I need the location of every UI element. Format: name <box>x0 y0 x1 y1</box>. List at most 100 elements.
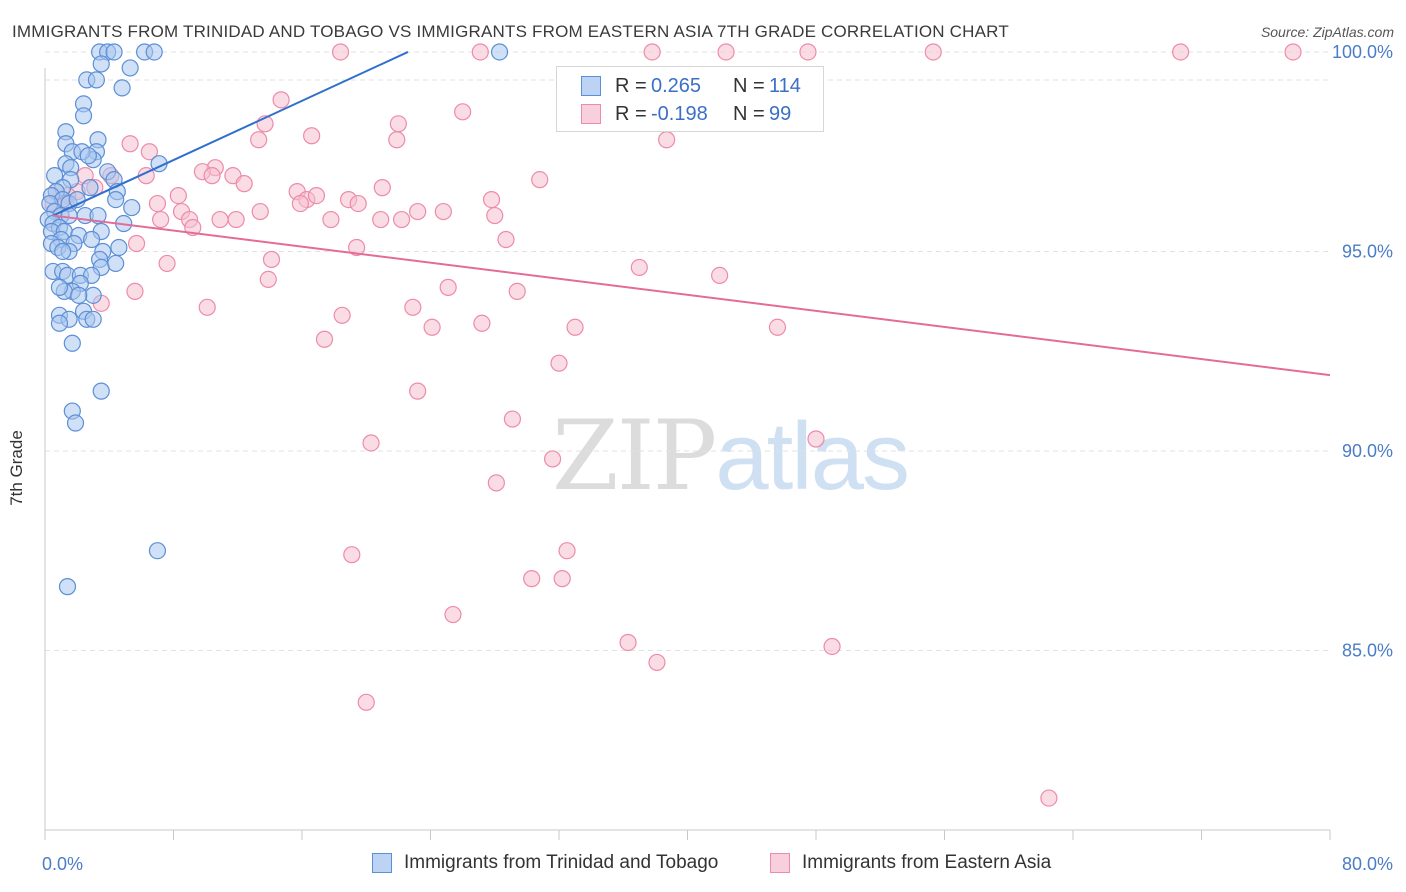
eastern-asia-point <box>799 43 817 61</box>
eastern-asia-point <box>619 633 637 652</box>
trinidad-point <box>92 382 110 400</box>
trinidad-point <box>113 79 131 97</box>
eastern-asia-point <box>362 434 380 452</box>
eastern-asia-point <box>373 179 391 197</box>
eastern-asia-point <box>251 202 269 221</box>
eastern-asia-point <box>550 354 568 372</box>
eastern-asia-point <box>434 202 452 221</box>
trinidad-point <box>107 190 125 209</box>
bottom-legend-trinidad: Immigrants from Trinidad and Tobago <box>372 852 718 874</box>
eastern-asia-point <box>348 238 366 257</box>
eastern-asia-point <box>1284 43 1302 61</box>
bottom-legend-label: Immigrants from Trinidad and Tobago <box>404 852 719 873</box>
eastern-asia-point <box>372 210 390 229</box>
eastern-asia-point <box>148 194 167 213</box>
x-tick-label: 80.0% <box>1342 854 1393 874</box>
eastern-asia-point <box>169 187 187 205</box>
eastern-asia-point <box>497 230 515 249</box>
trinidad-point <box>82 230 101 249</box>
trinidad-point <box>50 278 69 296</box>
trinidad-point <box>110 238 128 257</box>
trinidad-point <box>74 107 93 125</box>
trinidad-point <box>50 314 69 332</box>
eastern-asia-point <box>389 115 407 133</box>
legend-n-label: N = <box>733 74 765 97</box>
trinidad-point <box>145 43 163 61</box>
eastern-asia-trend-line <box>52 214 1331 377</box>
eastern-asia-point <box>303 127 321 145</box>
eastern-asia-point <box>409 202 427 221</box>
legend-n-value: 99 <box>769 102 792 125</box>
source-label: Source: ZipAtlas.com <box>1260 24 1394 40</box>
trinidad-point <box>81 179 99 197</box>
legend-row-trinidad: R = 0.265 N = 114 <box>581 73 801 99</box>
trinidad-point <box>490 43 509 61</box>
eastern-asia-point <box>553 570 571 588</box>
y-tick-label: 95.0% <box>1342 241 1393 261</box>
eastern-asia-point <box>333 306 351 324</box>
eastern-asia-point <box>203 167 221 185</box>
trinidad-point <box>84 286 102 304</box>
legend-r-label: R = <box>615 102 647 125</box>
y-tick-label: 90.0% <box>1342 441 1393 461</box>
trinidad-point <box>121 59 139 77</box>
trinidad-trend-line <box>52 51 409 217</box>
eastern-asia-point <box>343 546 361 564</box>
eastern-asia-point <box>531 171 549 189</box>
stats-legend: R = 0.265 N = 114 R = -0.198 N = 99 <box>556 66 824 132</box>
eastern-asia-point <box>409 382 427 400</box>
eastern-asia-point <box>471 43 489 61</box>
eastern-asia-point <box>454 103 472 121</box>
bottom-legend-eastern-asia: Immigrants from Eastern Asia <box>770 852 1051 874</box>
eastern-asia-point <box>423 318 441 336</box>
eastern-asia-point <box>558 542 576 560</box>
watermark-atlas: atlas <box>715 403 910 510</box>
trinidad-point <box>70 286 88 304</box>
eastern-asia-point <box>1040 789 1058 807</box>
eastern-asia-point <box>127 234 146 253</box>
bottom-legend-swatch-pink <box>770 853 790 873</box>
legend-n-label: N = <box>733 102 765 125</box>
bottom-legend-label: Immigrants from Eastern Asia <box>802 852 1052 873</box>
eastern-asia-point <box>482 190 501 209</box>
y-tick-label: 85.0% <box>1342 640 1393 660</box>
trinidad-point <box>123 198 141 217</box>
eastern-asia-point <box>140 143 159 161</box>
eastern-asia-point <box>648 653 666 672</box>
legend-n-value: 114 <box>769 74 801 97</box>
eastern-asia-point <box>717 43 735 61</box>
eastern-asia-point <box>444 605 462 624</box>
legend-swatch-pink <box>581 104 601 124</box>
watermark: ZIPatlas <box>552 400 910 512</box>
trinidad-point <box>54 242 72 261</box>
eastern-asia-point <box>486 206 504 225</box>
eastern-asia-point <box>291 194 309 213</box>
eastern-asia-point <box>250 131 268 149</box>
trinidad-point <box>63 334 81 352</box>
eastern-asia-point <box>158 254 176 273</box>
trinidad-point <box>107 254 125 273</box>
eastern-asia-point <box>487 474 505 492</box>
x-tick-label: 0.0% <box>42 854 83 874</box>
eastern-asia-point <box>807 430 825 448</box>
eastern-asia-point <box>643 43 661 61</box>
eastern-asia-point <box>211 210 229 229</box>
eastern-asia-point <box>259 270 277 288</box>
trinidad-point <box>84 310 102 328</box>
eastern-asia-point <box>262 250 281 269</box>
trinidad-point <box>148 542 167 560</box>
eastern-asia-point <box>392 210 411 229</box>
legend-swatch-blue <box>581 76 601 96</box>
eastern-asia-point <box>543 450 562 468</box>
eastern-asia-point <box>315 330 334 348</box>
eastern-asia-point <box>198 298 216 316</box>
trinidad-point <box>66 414 85 432</box>
eastern-asia-point <box>711 266 729 285</box>
trinidad-point <box>92 55 110 73</box>
watermark-zip: ZIP <box>552 400 717 512</box>
eastern-asia-point <box>235 175 253 193</box>
eastern-asia-point <box>439 278 457 296</box>
eastern-asia-point <box>331 43 350 61</box>
trinidad-point <box>79 147 97 165</box>
eastern-asia-point <box>349 194 367 213</box>
